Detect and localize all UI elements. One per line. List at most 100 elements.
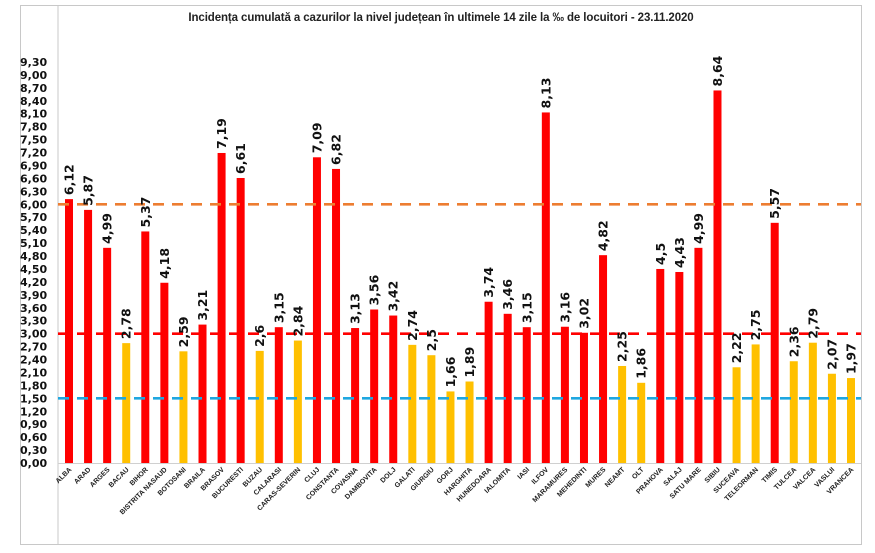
y-tick-label: 2,70 <box>20 341 47 354</box>
bar-vrancea <box>847 378 855 463</box>
y-tick-label: 0,00 <box>20 457 47 470</box>
bar-teleorman <box>751 344 760 463</box>
x-tick-label: IASI <box>517 466 532 481</box>
bar-olt <box>637 382 646 463</box>
x-tick-label: CLUJ <box>303 466 321 484</box>
data-label: 7,19 <box>214 118 229 149</box>
y-tick-label: 0,90 <box>20 418 47 431</box>
data-label: 3,15 <box>271 292 286 323</box>
y-tick-label: 6,30 <box>20 185 47 198</box>
data-label: 2,6 <box>252 324 267 346</box>
bar-mehedinti <box>579 332 588 463</box>
data-label: 8,13 <box>538 78 553 109</box>
bar-dambovita <box>370 309 379 463</box>
bar-brasov <box>217 152 226 464</box>
bar-satu-mare <box>694 247 703 463</box>
data-label: 3,15 <box>519 292 534 323</box>
bar-arges <box>103 247 112 463</box>
x-tick-label: SIBIU <box>704 466 722 484</box>
y-tick-label: 5,10 <box>20 237 47 250</box>
data-label: 7,09 <box>309 122 324 153</box>
bar-constanta <box>332 168 341 463</box>
data-label: 2,78 <box>119 308 134 339</box>
data-label: 4,5 <box>653 243 668 265</box>
data-label: 2,84 <box>290 305 305 336</box>
y-tick-label: 3,00 <box>20 328 47 341</box>
data-label: 4,82 <box>596 220 611 251</box>
bar-alba <box>65 199 73 463</box>
y-tick-label: 3,60 <box>20 302 47 315</box>
bar-covasna <box>351 328 360 463</box>
bar-ilfov <box>541 112 550 463</box>
bar-maramures <box>560 326 569 463</box>
bar-botosani <box>179 351 188 463</box>
data-label: 1,86 <box>634 348 649 379</box>
data-label: 6,82 <box>329 134 344 165</box>
bar-suceava <box>732 367 741 463</box>
bar-braila <box>198 324 207 463</box>
y-tick-label: 8,40 <box>20 95 47 108</box>
bar-bucuresti <box>236 177 245 464</box>
y-tick-label: 4,80 <box>20 250 47 263</box>
data-label: 2,22 <box>729 332 744 363</box>
bar-hunedoara <box>484 301 493 463</box>
bar-ialomita <box>503 313 512 463</box>
y-tick-label: 5,70 <box>20 211 47 224</box>
data-label: 4,99 <box>691 213 706 244</box>
y-tick-label: 2,40 <box>20 354 47 367</box>
data-label: 2,5 <box>424 329 439 351</box>
bar-iasi <box>522 327 531 463</box>
bar-arad <box>84 209 93 463</box>
y-tick-label: 7,50 <box>20 134 47 147</box>
data-label: 3,56 <box>367 274 382 305</box>
chart-frame <box>20 5 862 545</box>
bar-valcea <box>808 342 817 463</box>
data-label: 5,37 <box>138 197 153 228</box>
bar-prahova <box>656 268 665 463</box>
bar-neamt <box>618 365 627 463</box>
y-tick-label: 4,50 <box>20 263 47 276</box>
data-label: 1,89 <box>462 347 477 378</box>
y-tick-label: 5,40 <box>20 224 47 237</box>
data-label: 3,13 <box>348 293 363 324</box>
bar-galati <box>408 344 417 463</box>
data-label: 6,61 <box>233 143 248 174</box>
bar-buzau <box>255 350 264 463</box>
bar-vaslui <box>827 373 836 463</box>
y-tick-label: 2,10 <box>20 366 47 379</box>
data-label: 2,59 <box>176 316 191 347</box>
bar-sibiu <box>713 90 722 463</box>
bar-gorj <box>446 391 455 463</box>
data-label: 8,64 <box>710 55 725 86</box>
data-label: 6,12 <box>62 164 77 195</box>
bar-calarasi <box>274 327 283 463</box>
bar-bacau <box>122 343 131 463</box>
y-tick-label: 8,70 <box>20 82 47 95</box>
x-tick-label: MURES <box>585 466 608 489</box>
bar-tulcea <box>789 361 798 463</box>
chart-title: Incidența cumulată a cazurilor la nivel … <box>188 12 694 24</box>
data-label: 4,18 <box>157 248 172 279</box>
data-label: 4,99 <box>100 213 115 244</box>
y-tick-label: 6,00 <box>20 198 47 211</box>
bar-salaj <box>675 271 684 463</box>
bar-cluj <box>312 157 321 464</box>
y-tick-label: 6,60 <box>20 172 47 185</box>
x-tick-label: OLT <box>631 466 646 481</box>
data-label: 2,36 <box>786 326 801 357</box>
bar-dolj <box>389 315 398 463</box>
data-label: 2,75 <box>748 310 763 341</box>
data-label: 4,43 <box>672 237 687 268</box>
y-tick-label: 4,20 <box>20 276 47 289</box>
data-label: 3,02 <box>576 298 591 329</box>
bar-timis <box>770 222 779 463</box>
data-label: 5,57 <box>767 188 782 219</box>
data-label: 2,79 <box>805 308 820 339</box>
y-tick-label: 9,30 <box>20 56 47 69</box>
bar-bistrita-nasaud <box>160 282 169 463</box>
data-label: 5,87 <box>81 175 96 206</box>
data-label: 3,21 <box>195 290 210 321</box>
y-tick-label: 1,50 <box>20 392 47 405</box>
bar-caras-severin <box>293 340 302 463</box>
